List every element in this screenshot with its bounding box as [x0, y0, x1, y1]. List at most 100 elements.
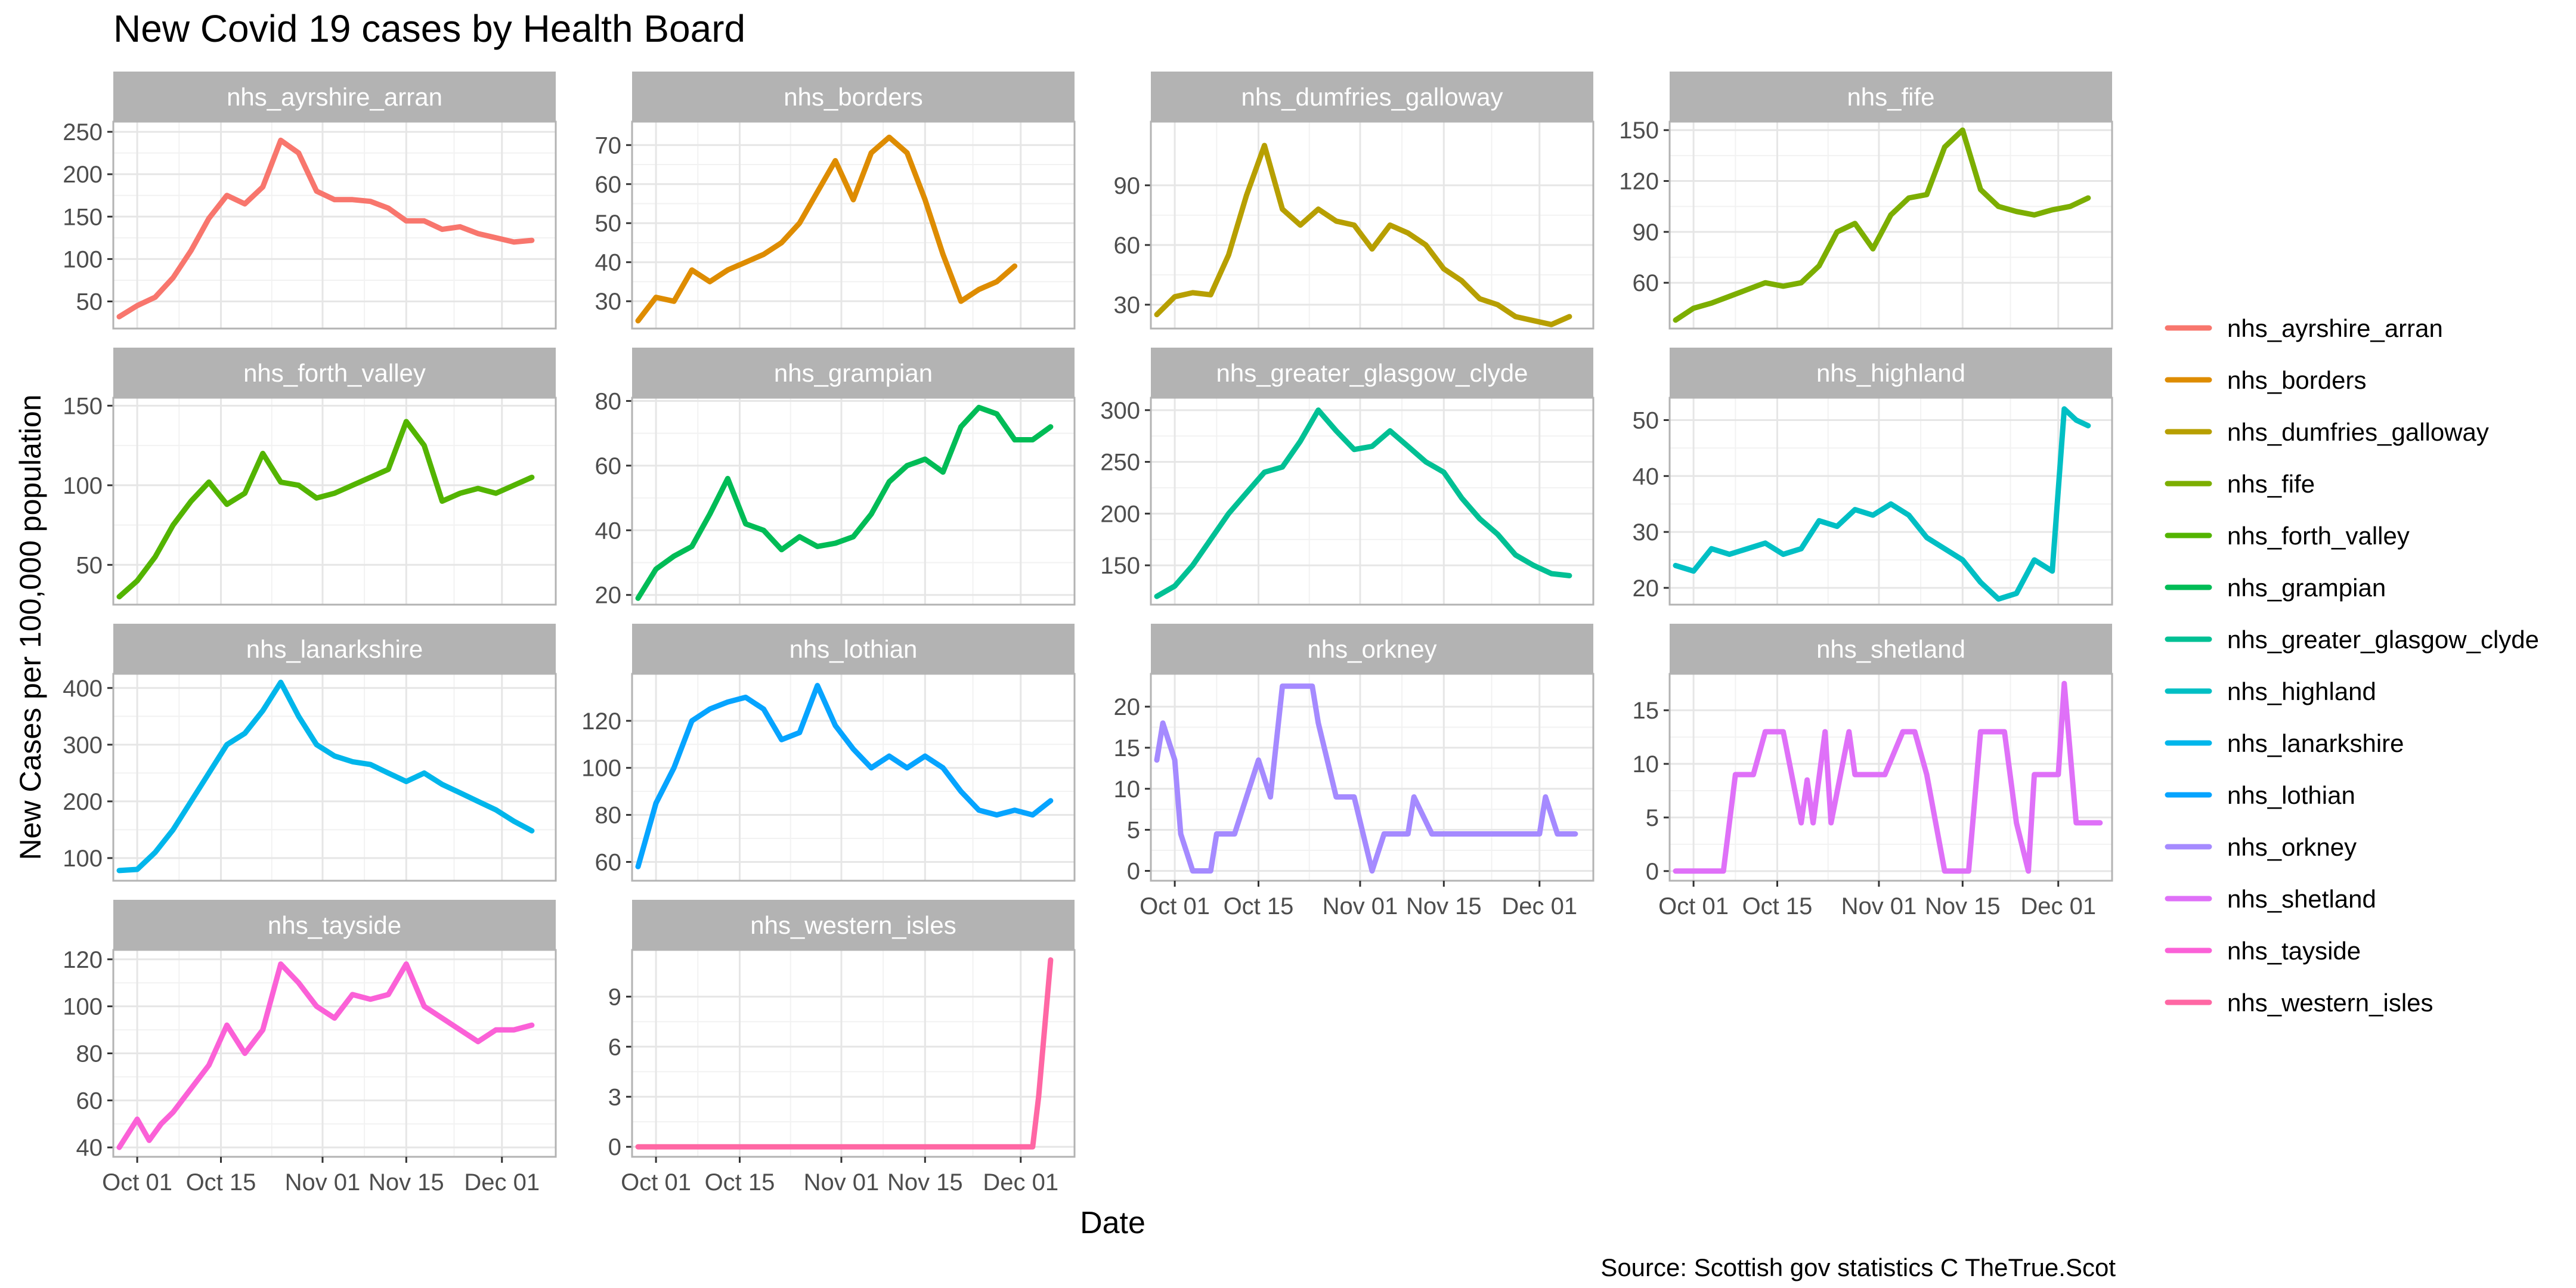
series-line-nhs_dumfries_galloway — [1154, 143, 1572, 327]
facet-panel-nhs_borders: nhs_borders 30 40 50 60 70 — [595, 72, 1076, 330]
legend-item: nhs_fife — [2165, 470, 2315, 498]
series-line-nhs_tayside — [116, 961, 535, 1150]
legend-item: nhs_western_isles — [2165, 989, 2433, 1017]
legend-item: nhs_ayrshire_arran — [2165, 314, 2443, 342]
y-tick-label: 80 — [76, 1041, 103, 1067]
panel-border — [1668, 397, 2113, 606]
y-tick-label: 60 — [1114, 233, 1141, 259]
y-tick-label: 20 — [1633, 575, 1659, 602]
chart-title: New Covid 19 cases by Health Board — [113, 7, 745, 50]
legend-item: nhs_tayside — [2165, 937, 2361, 965]
series-line-nhs_forth_valley — [116, 419, 535, 600]
legend-item: nhs_orkney — [2165, 833, 2357, 861]
legend-item: nhs_shetland — [2165, 885, 2376, 913]
facet-strip — [1670, 72, 2112, 122]
facet-strip — [632, 348, 1075, 398]
panel-border — [631, 673, 1076, 882]
legend-label: nhs_lanarkshire — [2227, 729, 2404, 757]
y-tick-label: 100 — [63, 246, 103, 273]
y-tick-label: 40 — [595, 250, 622, 276]
x-tick-label: Nov 15 — [369, 1169, 444, 1196]
series-line-nhs_greater_glasgow_clyde — [1154, 407, 1572, 599]
legend-item: nhs_highland — [2165, 677, 2376, 705]
y-tick-label: 10 — [1633, 751, 1659, 778]
y-tick-label: 50 — [76, 552, 103, 578]
x-tick-label: Dec 01 — [983, 1169, 1058, 1196]
y-tick-label: 100 — [63, 473, 103, 499]
legend-label: nhs_borders — [2227, 366, 2366, 394]
x-tick-label: Oct 01 — [1140, 893, 1210, 919]
x-axis-title: Date — [1080, 1206, 1145, 1240]
facet-panel-nhs_shetland: nhs_shetland 0 5 10 15 Oct 01 Oct 15 Nov 01 Nov … — [1633, 624, 2113, 919]
facet-strip — [113, 624, 556, 674]
panel-border — [631, 397, 1076, 606]
legend-item: nhs_grampian — [2165, 574, 2386, 602]
legend: nhs_ayrshire_arran nhs_borders nhs_dumfrie… — [2165, 314, 2539, 1017]
y-tick-label: 150 — [1100, 553, 1140, 579]
facet-panel-nhs_highland: nhs_highland 20 30 40 50 — [1633, 348, 2113, 606]
facet-panel-nhs_grampian: nhs_grampian 20 40 60 80 — [595, 348, 1076, 609]
y-tick-label: 200 — [1100, 501, 1140, 527]
y-tick-label: 200 — [63, 789, 103, 815]
y-tick-label: 90 — [1633, 219, 1659, 246]
x-tick-label: Nov 01 — [285, 1169, 361, 1196]
legend-item: nhs_lanarkshire — [2165, 729, 2404, 757]
x-tick-label: Oct 15 — [1224, 893, 1294, 919]
facet-strip-label: nhs_grampian — [774, 359, 933, 387]
facet-strip-label: nhs_greater_glasgow_clyde — [1216, 359, 1528, 387]
y-tick-label: 50 — [595, 210, 622, 237]
y-tick-label: 60 — [595, 849, 622, 875]
y-tick-label: 50 — [76, 289, 103, 315]
facet-strip — [113, 348, 556, 398]
series-line-nhs_grampian — [635, 404, 1054, 601]
legend-label: nhs_dumfries_galloway — [2227, 418, 2489, 446]
panel-border — [1150, 673, 1594, 882]
y-tick-label: 15 — [1114, 735, 1141, 761]
y-tick-label: 80 — [595, 803, 622, 829]
facet-strip-label: nhs_shetland — [1816, 635, 1965, 663]
y-tick-label: 300 — [1100, 398, 1140, 424]
legend-label: nhs_highland — [2227, 677, 2376, 705]
facet-strip — [632, 624, 1075, 674]
x-tick-label: Nov 15 — [887, 1169, 963, 1196]
y-tick-label: 6 — [608, 1034, 621, 1060]
facet-panel-nhs_fife: nhs_fife 60 90 120 150 — [1619, 72, 2113, 330]
facet-strip-label: nhs_dumfries_galloway — [1241, 83, 1503, 111]
y-tick-label: 60 — [76, 1088, 103, 1114]
legend-item: nhs_dumfries_galloway — [2165, 418, 2489, 446]
y-tick-label: 250 — [63, 119, 103, 145]
y-tick-label: 50 — [1633, 408, 1659, 434]
panel-border — [112, 120, 557, 330]
chart-caption: Source: Scottish gov statistics C TheTru… — [1600, 1253, 2116, 1281]
legend-label: nhs_ayrshire_arran — [2227, 314, 2443, 342]
panel-border — [112, 673, 557, 882]
y-tick-label: 15 — [1633, 698, 1659, 724]
y-tick-label: 3 — [608, 1084, 621, 1110]
x-tick-label: Nov 15 — [1925, 893, 2001, 919]
y-axis-title: New Cases per 100,000 population — [14, 394, 47, 860]
y-tick-label: 120 — [1619, 169, 1659, 195]
y-tick-label: 60 — [1633, 270, 1659, 296]
y-tick-label: 0 — [1646, 859, 1659, 885]
y-tick-label: 0 — [608, 1134, 621, 1160]
y-tick-label: 70 — [595, 132, 622, 159]
facet-strip — [632, 72, 1075, 122]
facet-strip — [632, 900, 1075, 950]
x-tick-label: Oct 01 — [102, 1169, 172, 1196]
y-tick-label: 100 — [63, 846, 103, 872]
y-tick-label: 150 — [63, 204, 103, 230]
legend-item: nhs_borders — [2165, 366, 2366, 394]
y-tick-label: 400 — [63, 676, 103, 702]
y-tick-label: 150 — [63, 393, 103, 419]
legend-label: nhs_grampian — [2227, 574, 2386, 602]
x-tick-label: Nov 01 — [1841, 893, 1917, 919]
y-tick-label: 9 — [608, 984, 621, 1010]
y-tick-label: 20 — [595, 583, 622, 609]
series-line-nhs_lanarkshire — [116, 679, 535, 874]
facet-panel-nhs_lanarkshire: nhs_lanarkshire 100 200 300 400 — [63, 624, 557, 882]
facet-panels: nhs_ayrshire_arran50100150200250nhs_bord… — [63, 72, 2113, 1196]
x-tick-label: Nov 15 — [1406, 893, 1482, 919]
x-tick-label: Oct 15 — [186, 1169, 256, 1196]
y-tick-label: 100 — [63, 994, 103, 1020]
